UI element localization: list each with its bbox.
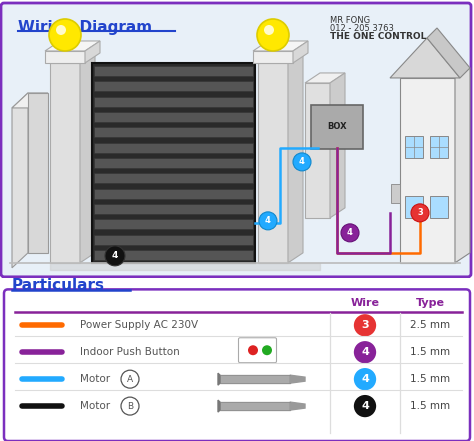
Circle shape [341, 224, 359, 242]
FancyBboxPatch shape [405, 136, 423, 158]
Polygon shape [290, 375, 305, 383]
FancyBboxPatch shape [392, 184, 401, 203]
Polygon shape [427, 28, 470, 78]
Polygon shape [94, 97, 253, 107]
Text: 4: 4 [361, 347, 369, 357]
Polygon shape [253, 51, 293, 63]
Text: Motor: Motor [80, 374, 110, 384]
Polygon shape [45, 41, 100, 51]
Polygon shape [50, 63, 80, 263]
FancyBboxPatch shape [311, 105, 363, 149]
Text: 1.5 mm: 1.5 mm [410, 401, 450, 411]
Text: THE ONE CONTROL: THE ONE CONTROL [330, 32, 427, 41]
Text: BOX: BOX [327, 123, 347, 131]
Circle shape [353, 313, 377, 337]
Circle shape [248, 345, 258, 355]
Polygon shape [92, 63, 255, 263]
Text: 4: 4 [347, 228, 353, 237]
Polygon shape [94, 127, 253, 137]
Polygon shape [253, 41, 308, 51]
FancyBboxPatch shape [1, 3, 471, 277]
Polygon shape [400, 78, 455, 263]
Text: 012 - 205 3763: 012 - 205 3763 [330, 24, 394, 33]
Polygon shape [94, 112, 253, 122]
Polygon shape [94, 142, 253, 153]
Text: Wiring Diagram: Wiring Diagram [18, 20, 152, 35]
Polygon shape [85, 41, 100, 63]
Polygon shape [94, 250, 253, 260]
Circle shape [264, 25, 274, 35]
Polygon shape [80, 53, 95, 263]
FancyBboxPatch shape [430, 196, 448, 218]
Polygon shape [94, 204, 253, 214]
Circle shape [353, 394, 377, 418]
Text: 4: 4 [112, 251, 118, 260]
Polygon shape [290, 402, 305, 410]
Polygon shape [330, 73, 345, 218]
Polygon shape [305, 83, 330, 218]
Polygon shape [305, 73, 345, 83]
Circle shape [56, 25, 66, 35]
Polygon shape [94, 158, 253, 168]
Text: Particulars: Particulars [12, 278, 105, 293]
Circle shape [293, 153, 311, 171]
Circle shape [353, 367, 377, 391]
Text: Power Supply AC 230V: Power Supply AC 230V [80, 320, 198, 330]
Polygon shape [390, 38, 460, 78]
Polygon shape [94, 173, 253, 183]
Text: Indoor Push Button: Indoor Push Button [80, 347, 180, 357]
Circle shape [259, 212, 277, 230]
Text: 3: 3 [417, 208, 423, 217]
Text: 4: 4 [299, 157, 305, 166]
FancyBboxPatch shape [405, 196, 423, 218]
Circle shape [257, 19, 289, 51]
Text: 4: 4 [361, 374, 369, 384]
Text: Motor: Motor [80, 401, 110, 411]
Text: 1.5 mm: 1.5 mm [410, 347, 450, 357]
FancyBboxPatch shape [430, 136, 448, 158]
Polygon shape [28, 93, 48, 253]
Text: A: A [127, 375, 133, 384]
Polygon shape [293, 41, 308, 63]
Polygon shape [12, 93, 28, 268]
Polygon shape [94, 66, 253, 76]
Text: Wire: Wire [350, 299, 380, 308]
Polygon shape [218, 400, 220, 412]
Text: B: B [127, 402, 133, 411]
Circle shape [49, 19, 81, 51]
Circle shape [411, 204, 429, 222]
Circle shape [262, 345, 272, 355]
Text: 1.5 mm: 1.5 mm [410, 374, 450, 384]
Polygon shape [258, 63, 288, 263]
Text: 2.5 mm: 2.5 mm [410, 320, 450, 330]
Polygon shape [94, 235, 253, 244]
Polygon shape [288, 53, 303, 263]
Polygon shape [218, 373, 220, 385]
Text: MR FONG: MR FONG [330, 16, 370, 25]
Circle shape [353, 340, 377, 364]
Text: 4: 4 [361, 401, 369, 411]
Text: 4: 4 [265, 217, 271, 225]
Polygon shape [94, 189, 253, 198]
FancyBboxPatch shape [4, 289, 470, 441]
Polygon shape [12, 93, 48, 108]
Text: Type: Type [416, 299, 445, 308]
Polygon shape [455, 68, 470, 263]
Polygon shape [94, 219, 253, 229]
Polygon shape [94, 81, 253, 91]
Text: 3: 3 [361, 320, 369, 330]
FancyBboxPatch shape [238, 338, 276, 363]
Polygon shape [45, 51, 85, 63]
Circle shape [105, 246, 125, 266]
